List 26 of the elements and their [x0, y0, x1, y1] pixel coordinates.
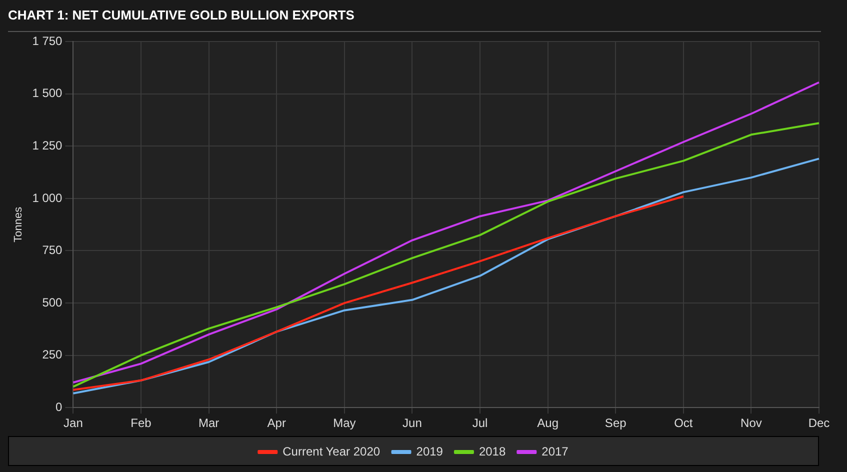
x-tick-label: Apr: [267, 416, 286, 430]
y-tick-label: 0: [56, 400, 63, 414]
legend-label: Current Year 2020: [282, 444, 380, 458]
x-tick-label: Jan: [64, 416, 83, 430]
x-tick-label: Oct: [674, 416, 694, 430]
x-tick-label: Dec: [808, 416, 830, 430]
y-tick-label: 500: [42, 295, 63, 310]
y-tick-label: 1 250: [32, 138, 63, 152]
x-tick-label: Mar: [198, 416, 220, 430]
x-tick-label: Aug: [537, 416, 558, 430]
x-tick-label: Feb: [130, 416, 152, 430]
x-tick-label: Jun: [402, 416, 422, 430]
y-tick-label: 1 000: [32, 190, 63, 205]
x-tick-label: May: [333, 416, 356, 430]
y-tick-label: 250: [42, 348, 63, 362]
legend-label: 2018: [478, 444, 506, 458]
y-axis-title: Tonnes: [12, 206, 25, 242]
y-tick-label: 750: [42, 243, 63, 258]
legend-label: 2019: [416, 444, 444, 458]
y-tick-label: 1 500: [32, 86, 63, 100]
legend-label: 2017: [542, 444, 569, 458]
x-tick-label: Nov: [740, 416, 762, 430]
x-tick-label: Sep: [604, 416, 627, 430]
chart-title: CHART 1: NET CUMULATIVE GOLD BULLION EXPORTS: [8, 7, 355, 22]
x-tick-label: Jul: [472, 416, 488, 430]
y-tick-label: 1 750: [32, 34, 63, 48]
